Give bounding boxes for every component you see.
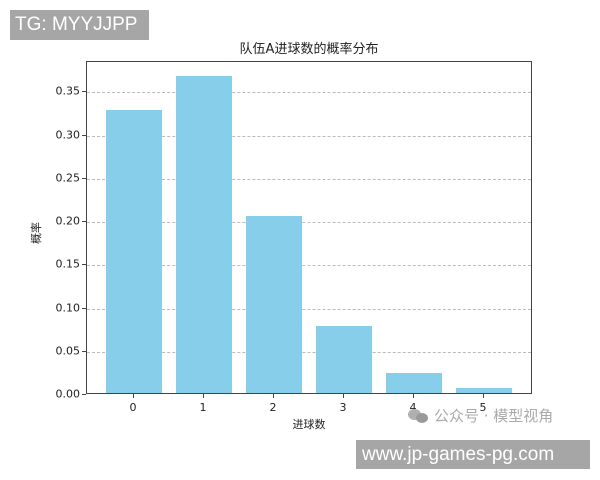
x-tick xyxy=(133,394,134,398)
x-tick xyxy=(483,394,484,398)
y-tick xyxy=(82,134,86,136)
y-tick xyxy=(82,221,86,222)
gridline xyxy=(87,135,531,137)
y-tick-label: 0.10 xyxy=(55,301,81,314)
chart-title: 队伍A进球数的概率分布 xyxy=(239,42,379,57)
y-tick xyxy=(82,264,86,266)
x-tick xyxy=(273,394,274,398)
tg-banner: TG: MYYJJPP xyxy=(10,10,149,40)
y-tick-label: 0.05 xyxy=(55,344,81,358)
gridline xyxy=(87,178,531,180)
bar-3 xyxy=(316,326,372,393)
y-tick-label: 0.35 xyxy=(55,84,81,98)
bar-2 xyxy=(246,215,302,393)
gridline xyxy=(87,351,531,353)
x-tick xyxy=(343,394,344,398)
x-tick-label: 3 xyxy=(339,401,347,414)
y-tick-label: 0.25 xyxy=(55,171,81,185)
x-tick-label: 5 xyxy=(479,401,487,414)
gridline xyxy=(87,308,531,310)
y-axis-label: 概率 xyxy=(30,222,43,244)
bar-1 xyxy=(176,76,232,393)
y-tick xyxy=(82,177,86,179)
y-tick-label: 0.20 xyxy=(55,214,81,228)
x-axis-label: 进球数 xyxy=(292,418,326,431)
x-tick-label: 4 xyxy=(409,401,417,414)
watermark: 公众号 · 模型视角 xyxy=(408,405,553,426)
y-tick xyxy=(82,394,86,395)
y-tick xyxy=(82,350,86,352)
gridline xyxy=(87,265,531,267)
plot-area xyxy=(86,61,532,394)
wechat-icon xyxy=(408,408,430,424)
y-tick xyxy=(82,307,86,309)
x-tick-label: 2 xyxy=(269,401,277,414)
bar-0 xyxy=(106,110,162,393)
y-tick-label: 0.30 xyxy=(55,128,81,142)
url-banner: www.jp-games-pg.com xyxy=(356,440,590,469)
bar-4 xyxy=(386,373,442,393)
x-tick xyxy=(413,394,414,398)
y-tick-label: 0.15 xyxy=(55,257,81,271)
y-tick xyxy=(82,91,86,93)
gridline xyxy=(87,222,531,223)
bar-5 xyxy=(456,387,512,393)
watermark-text: 公众号 · 模型视角 xyxy=(434,407,554,425)
y-tick-label: 0.00 xyxy=(55,387,81,401)
gridline xyxy=(87,92,531,94)
x-tick xyxy=(203,394,204,398)
x-tick-label: 1 xyxy=(199,401,207,414)
x-tick-label: 0 xyxy=(129,401,137,414)
